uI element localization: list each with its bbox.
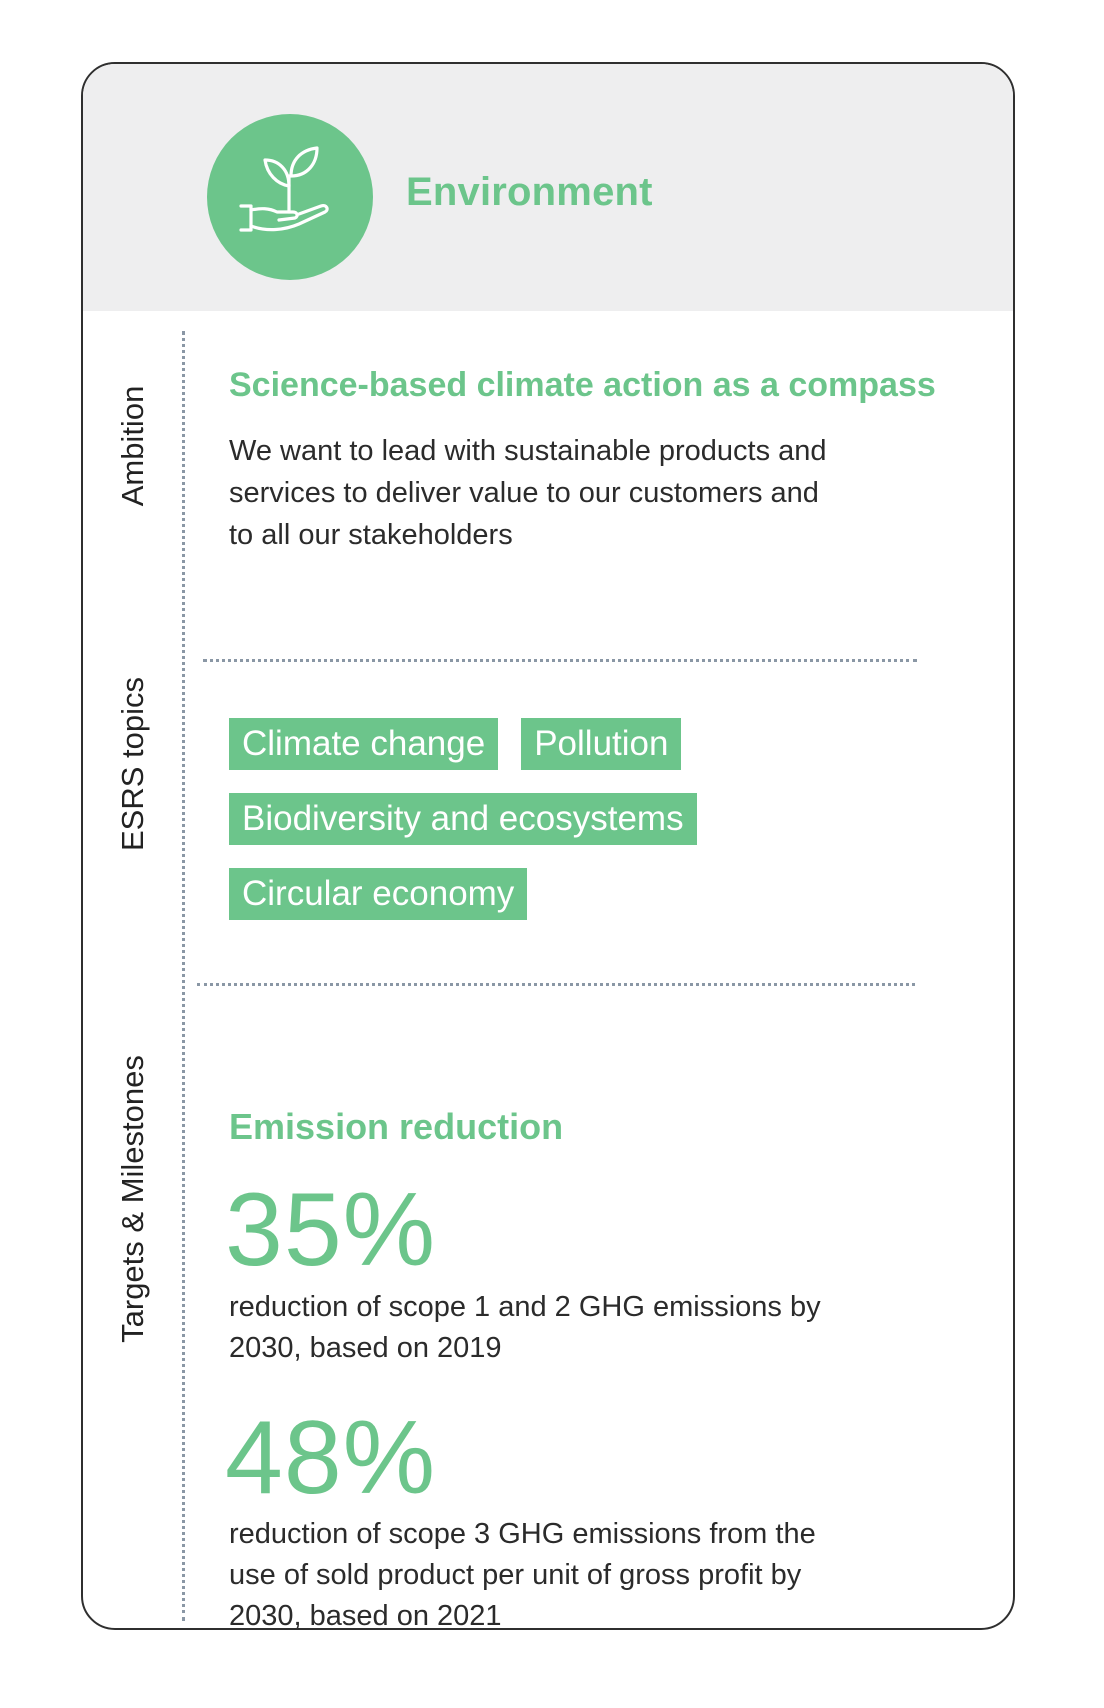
tag-circular-economy: Circular economy <box>229 868 528 920</box>
side-label-esrs: ESRS topics <box>115 676 150 852</box>
esrs-tag-list: Climate change Pollution Biodiversity an… <box>229 718 969 943</box>
environment-card: Environment Ambition ESRS topics Targets… <box>81 62 1015 1630</box>
side-label-ambition: Ambition <box>115 385 150 507</box>
card-header: Environment <box>83 64 1013 311</box>
vertical-divider <box>182 331 185 1621</box>
target-description-2: reduction of scope 3 GHG emissions from … <box>229 1518 816 1630</box>
header-title: Environment <box>406 170 653 214</box>
plant-in-hand-icon <box>207 114 373 280</box>
tag-climate-change: Climate change <box>229 718 499 770</box>
ambition-text: We want to lead with sustainable product… <box>229 435 827 551</box>
target-value-2: 48% <box>225 1400 437 1516</box>
target-value-1: 35% <box>225 1172 437 1288</box>
tag-pollution: Pollution <box>521 718 682 770</box>
side-label-targets: Targets & Milestones <box>115 1055 150 1343</box>
targets-title: Emission reduction <box>229 1106 564 1147</box>
ambition-title: Science-based climate action as a compas… <box>229 366 936 404</box>
divider-esrs-targets <box>197 983 915 986</box>
tag-biodiversity: Biodiversity and ecosystems <box>229 793 697 845</box>
divider-ambition-esrs <box>203 659 917 662</box>
target-description-1: reduction of scope 1 and 2 GHG emissions… <box>229 1291 821 1364</box>
